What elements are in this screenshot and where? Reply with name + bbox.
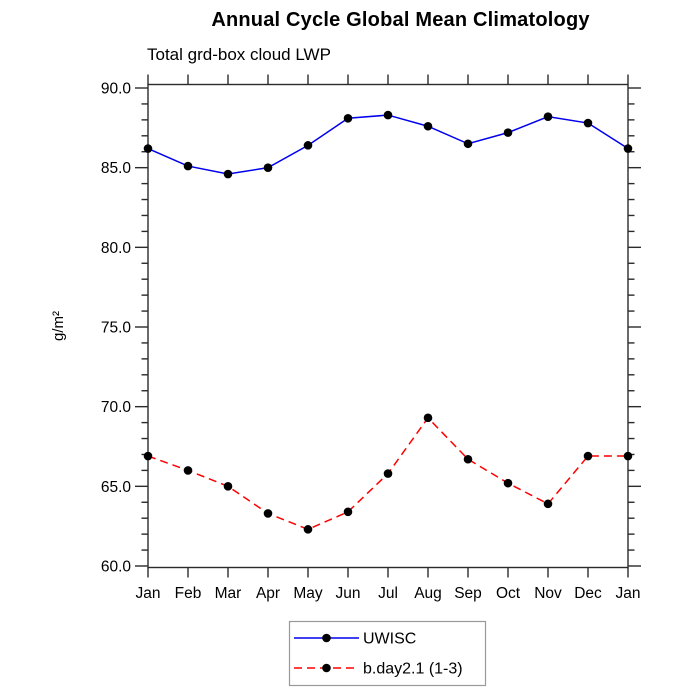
data-point-b-day2-1-1-3: [383, 469, 393, 478]
series-line-uwisc: [147, 114, 629, 175]
chart-title: Annual Cycle Global Mean Climatology: [211, 9, 590, 31]
data-point-b-day2-1-1-3: [463, 454, 473, 464]
data-point-uwisc: [143, 144, 153, 153]
data-point-uwisc: [423, 121, 433, 131]
data-point-uwisc: [383, 110, 393, 120]
x-tick-label: Jul: [378, 585, 398, 602]
data-point-b-day2-1-1-3: [343, 507, 353, 517]
x-tick-label: May: [293, 585, 323, 602]
legend-marker-b-day2-1-1-3: [322, 663, 331, 673]
x-tick-label: Aug: [414, 585, 442, 602]
data-point-b-day2-1-1-3: [583, 451, 593, 461]
x-tick-label: Nov: [534, 585, 562, 602]
data-point-uwisc: [583, 118, 593, 128]
x-tick-label: Feb: [175, 585, 202, 602]
legend-box: [288, 620, 487, 687]
data-point-b-day2-1-1-3: [263, 509, 273, 518]
data-point-uwisc: [343, 113, 353, 123]
y-tick-label: 70.0: [101, 399, 132, 416]
data-point-uwisc: [503, 128, 513, 137]
data-point-uwisc: [543, 112, 553, 121]
x-tick-label: Dec: [574, 585, 602, 602]
data-point-b-day2-1-1-3: [303, 525, 313, 534]
data-point-b-day2-1-1-3: [623, 451, 633, 461]
y-tick-label: 90.0: [101, 81, 132, 98]
data-point-b-day2-1-1-3: [543, 499, 553, 509]
chart-subtitle: Total grd-box cloud LWP: [147, 45, 331, 64]
y-tick-label: 65.0: [101, 479, 132, 496]
legend-label-uwisc: UWISC: [363, 631, 416, 648]
data-point-uwisc: [183, 161, 193, 171]
x-tick-label: Apr: [256, 585, 280, 602]
x-axis: Jan Feb Mar Apr May Jun Jul Aug Sep Oct Nov Dec Jan: [136, 74, 641, 602]
legend-label-b-day2-1-1-3: b.day2.1 (1-3): [363, 661, 463, 678]
data-point-b-day2-1-1-3: [423, 413, 433, 423]
x-tick-label: Jan: [136, 585, 161, 602]
data-point-uwisc: [303, 141, 313, 150]
x-tick-label: Oct: [496, 585, 521, 602]
y-tick-label: 85.0: [101, 160, 132, 177]
data-point-b-day2-1-1-3: [223, 482, 233, 491]
data-point-b-day2-1-1-3: [143, 451, 153, 461]
data-point-uwisc: [223, 169, 233, 179]
legend: UWISC b.day2.1 (1-3): [288, 620, 487, 687]
legend-marker-uwisc: [322, 633, 331, 643]
data-point-uwisc: [263, 163, 273, 172]
x-tick-label: Jan: [616, 585, 641, 602]
plot-frame: [147, 83, 629, 569]
data-point-uwisc: [623, 144, 633, 153]
y-tick-label: 60.0: [101, 559, 132, 576]
y-axis: 60.0 65.0 70.0 75.0 80.0 85.0 90.0: [101, 81, 641, 576]
x-tick-label: Jun: [336, 585, 361, 602]
y-axis-label: g/m²: [50, 311, 67, 341]
y-tick-label: 75.0: [101, 320, 132, 337]
x-tick-label: Sep: [454, 585, 482, 602]
x-tick-label: Mar: [215, 585, 242, 602]
y-tick-label: 80.0: [101, 240, 132, 257]
data-point-b-day2-1-1-3: [503, 478, 513, 488]
data-point-b-day2-1-1-3: [183, 466, 193, 475]
data-point-uwisc: [463, 139, 473, 149]
